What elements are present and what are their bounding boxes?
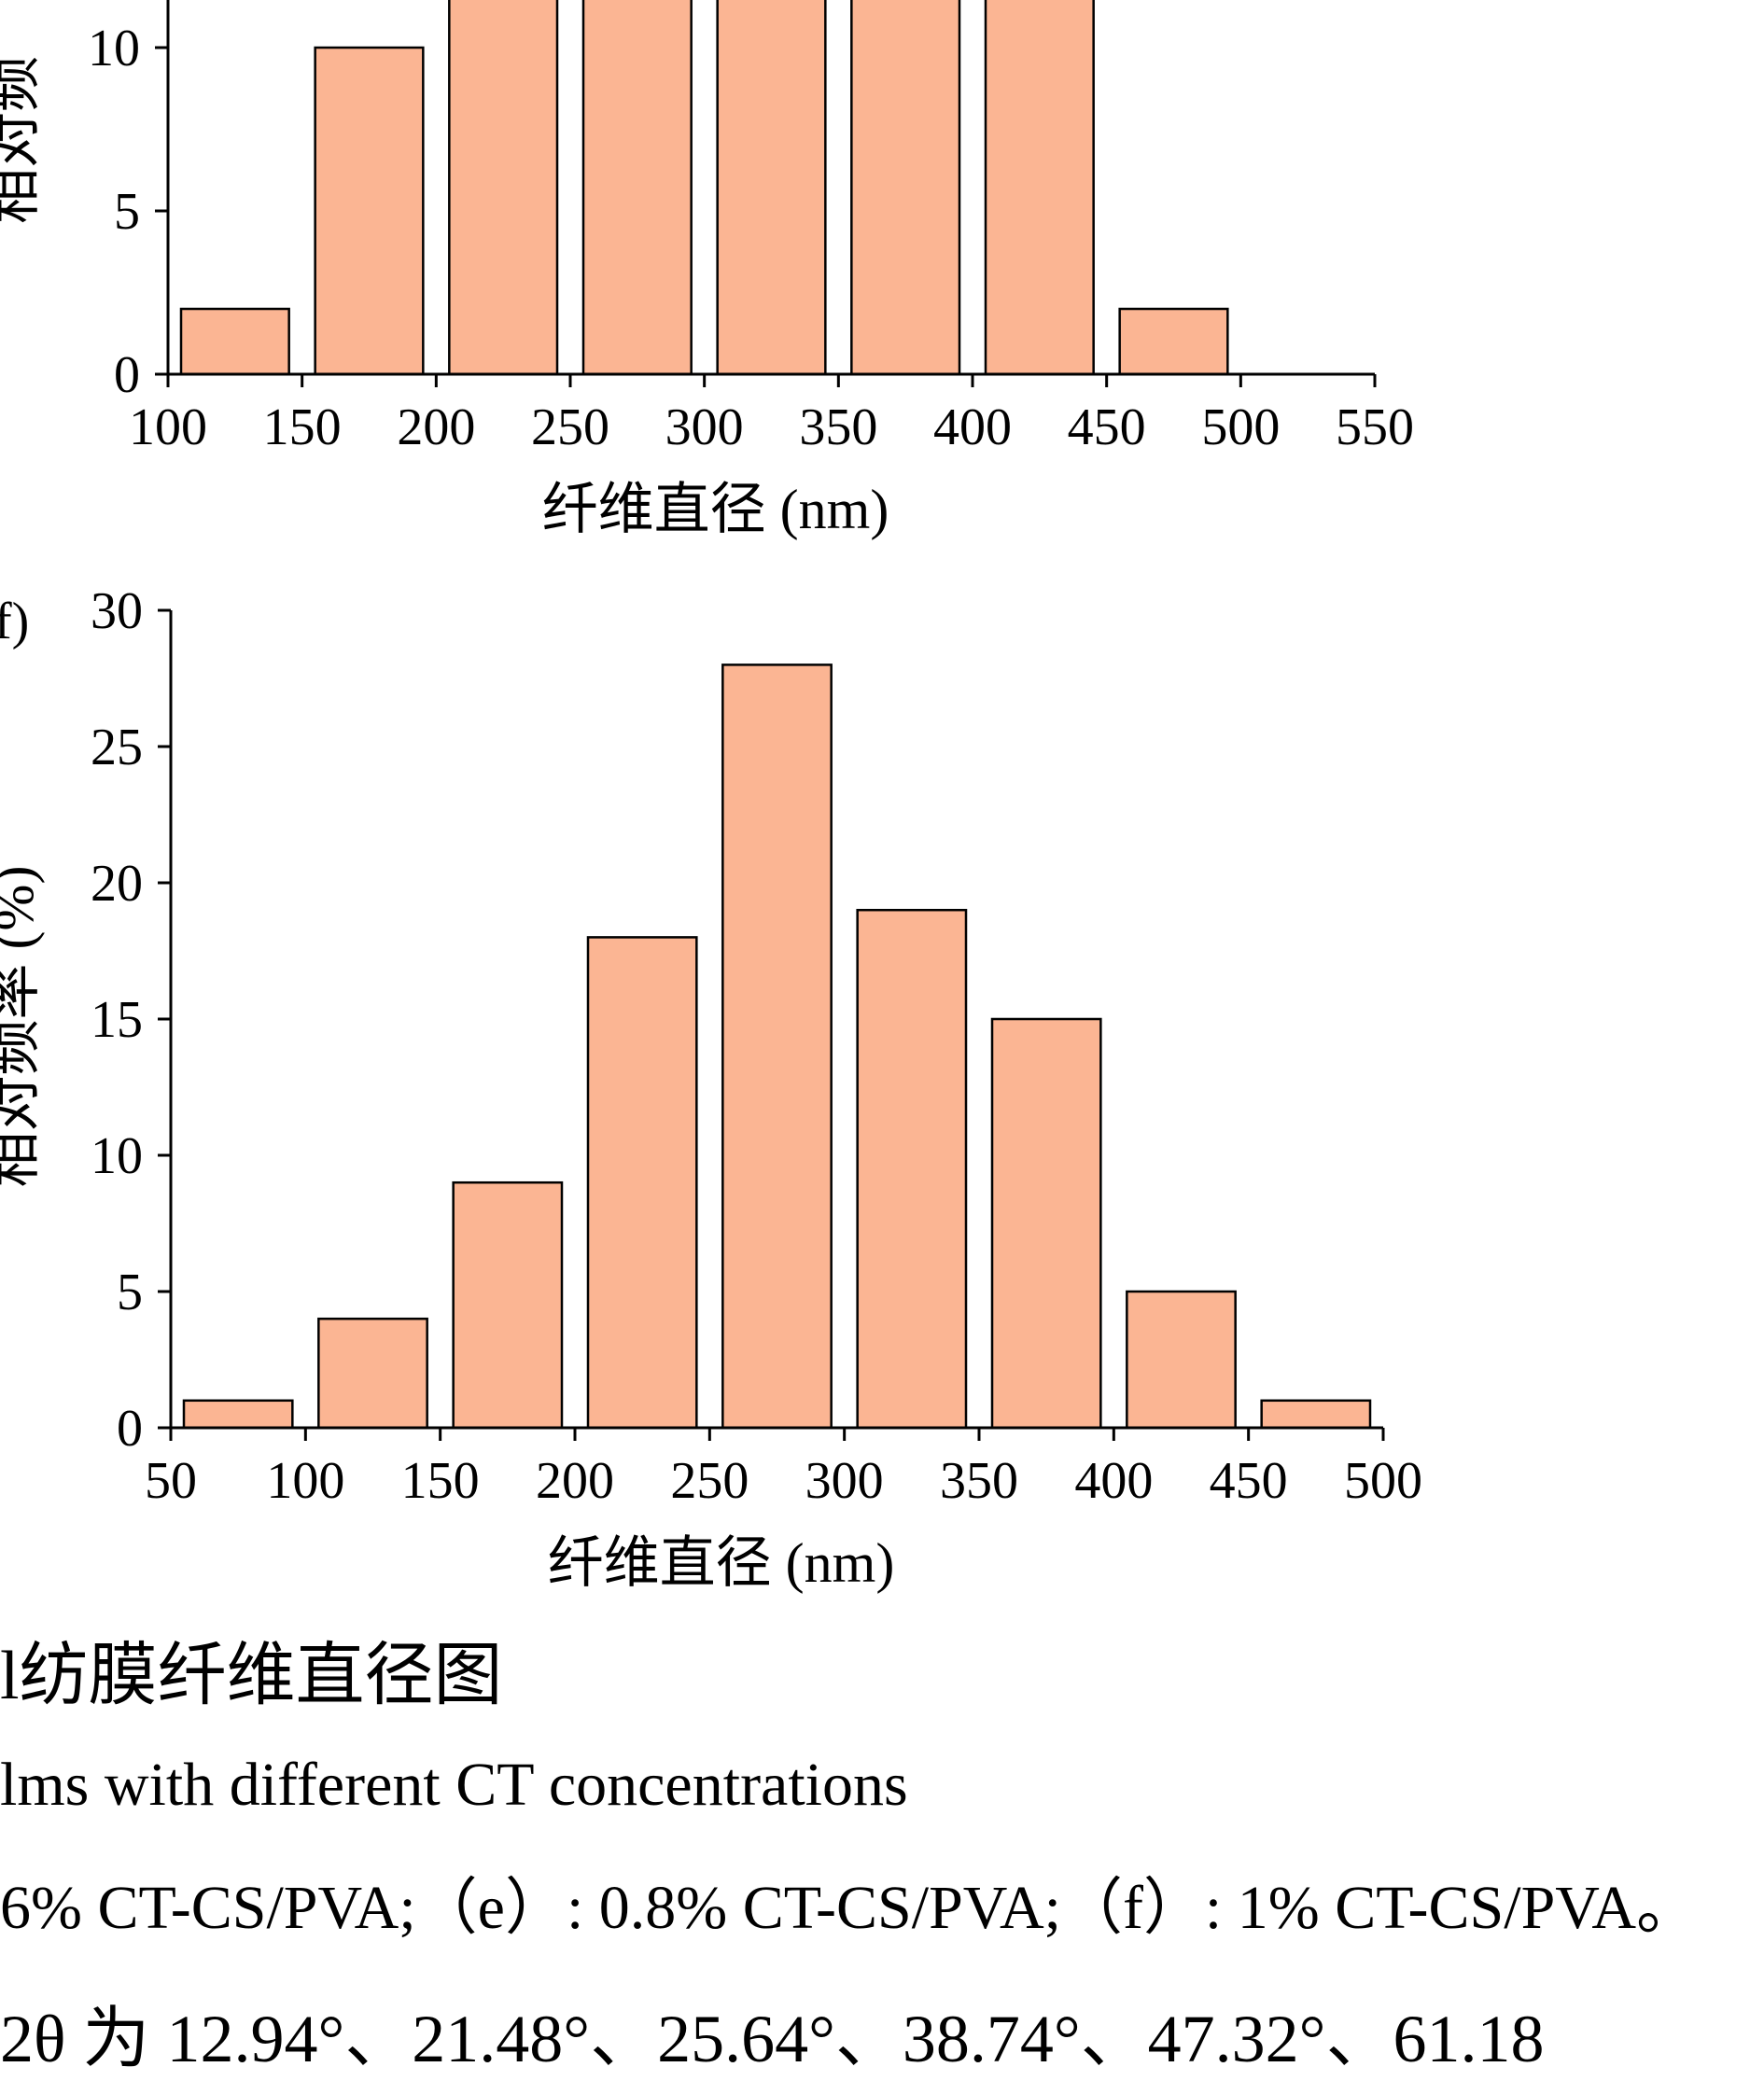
y-tick-label: 0 [114, 346, 140, 404]
x-tick-label: 100 [266, 1452, 344, 1510]
x-tick-label: 150 [401, 1452, 480, 1510]
y-tick-label: 0 [117, 1400, 143, 1458]
panel-label: f) [0, 593, 29, 650]
body-text-line: 2θ 为 12.94°、21.48°、25.64°、38.74°、47.32°、… [0, 2002, 1545, 2076]
x-tick-label: 200 [397, 398, 475, 456]
y-tick-label: 10 [88, 20, 140, 77]
bar-450-500 [1260, 1399, 1372, 1430]
y-tick-label: 5 [114, 183, 140, 241]
x-tick-label: 500 [1201, 398, 1280, 456]
figure-caption-chinese: l纺膜纤维直径图 [0, 1638, 503, 1714]
y-axis-title: 相对频 [0, 56, 45, 224]
bar-50-100 [182, 1399, 294, 1430]
y-axis-title: 相对频率 (%) [0, 866, 45, 1188]
bar-250-300 [721, 663, 833, 1430]
histogram-e: 100 150 200 250 300 350 400 450 500 550 0 5 10 纤维直径 (… [0, 0, 1414, 540]
y-tick-label: 25 [91, 719, 143, 776]
x-tick-label: 200 [536, 1452, 614, 1510]
x-tick-label: 50 [145, 1452, 197, 1510]
bar-200-250 [586, 936, 698, 1430]
bar-100-150 [179, 307, 290, 376]
x-tick-label: 300 [665, 398, 744, 456]
figure-caption-english: lms with different CT concentrations [0, 1751, 908, 1819]
bar-350-400 [850, 0, 961, 376]
y-tick-label: 30 [91, 582, 143, 640]
bar-300-350 [716, 0, 827, 376]
bar-150-200 [452, 1180, 564, 1430]
bar-300-350 [856, 908, 968, 1430]
x-tick-label: 350 [940, 1452, 1018, 1510]
bar-400-450 [1126, 1290, 1237, 1430]
x-tick-label: 150 [263, 398, 342, 456]
x-tick-label: 250 [670, 1452, 749, 1510]
x-tick-label: 550 [1336, 398, 1414, 456]
figure-caption-legend: 6% CT-CS/PVA;（e）: 0.8% CT-CS/PVA;（f）: 1%… [0, 1874, 1699, 1942]
x-axis-title: 纤维直径 (nm) [548, 1532, 895, 1594]
histogram-f: 50 100 150 200 250 300 350 400 450 500 0 5 10 15 20 25 3… [0, 582, 1422, 1594]
y-tick-label: 15 [91, 991, 143, 1049]
bar-400-450 [984, 0, 1095, 376]
x-tick-label: 450 [1068, 398, 1146, 456]
x-tick-label: 100 [129, 398, 207, 456]
bar-150-200 [314, 46, 425, 376]
x-tick-label: 500 [1344, 1452, 1422, 1510]
x-tick-label: 250 [531, 398, 609, 456]
y-tick-label: 20 [91, 855, 143, 913]
x-tick-label: 400 [1074, 1452, 1153, 1510]
x-tick-label: 350 [799, 398, 877, 456]
y-tick-label: 10 [91, 1127, 143, 1185]
x-tick-label: 300 [805, 1452, 884, 1510]
bar-100-150 [317, 1317, 428, 1430]
bar-450-500 [1118, 307, 1229, 376]
x-tick-label: 450 [1210, 1452, 1288, 1510]
y-tick-label: 5 [117, 1264, 143, 1321]
x-tick-label: 400 [933, 398, 1012, 456]
x-axis-title: 纤维直径 (nm) [542, 479, 889, 540]
bar-350-400 [990, 1017, 1102, 1430]
bar-200-250 [448, 0, 559, 376]
bar-250-300 [581, 0, 693, 376]
